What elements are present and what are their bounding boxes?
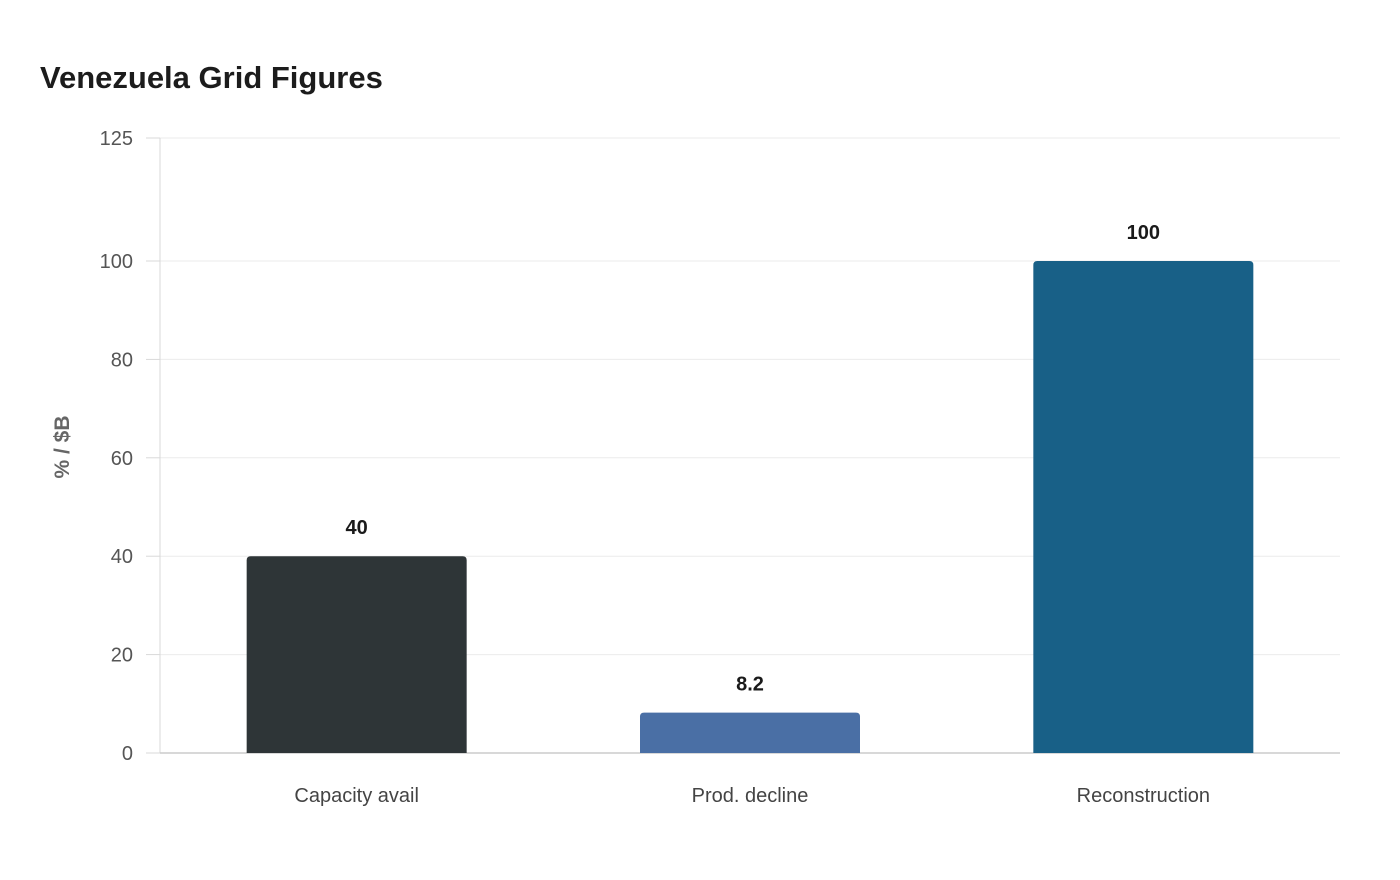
y-tick-label: 40 — [111, 546, 133, 568]
y-tick-label: 100 — [100, 251, 133, 273]
bar — [246, 556, 467, 753]
x-axis-categories: Capacity avail Prod. decline Reconstructio… — [294, 785, 1210, 807]
bar — [640, 712, 860, 753]
y-tick-label: 60 — [111, 448, 133, 470]
x-category-label: Capacity avail — [294, 785, 419, 807]
y-tick-label: 20 — [111, 645, 133, 667]
y-tick-label: 0 — [122, 743, 133, 765]
bars — [246, 261, 1254, 753]
y-tick-label: 80 — [111, 349, 133, 371]
bar-value-label: 40 — [346, 517, 368, 539]
bar-value-label: 8.2 — [736, 674, 764, 696]
x-category-label: Prod. decline — [692, 785, 809, 807]
data-labels: 40 8.2 100 — [346, 222, 1160, 696]
x-category-label: Reconstruction — [1077, 785, 1210, 807]
bar-value-label: 100 — [1127, 222, 1160, 244]
y-axis-ticks: 0 20 40 60 80 100 125 — [100, 128, 160, 765]
y-tick-label: 125 — [100, 128, 133, 150]
bar — [1033, 261, 1254, 753]
y-axis-title: % / $B — [51, 415, 74, 478]
chart-title: Venezuela Grid Figures — [40, 60, 383, 95]
